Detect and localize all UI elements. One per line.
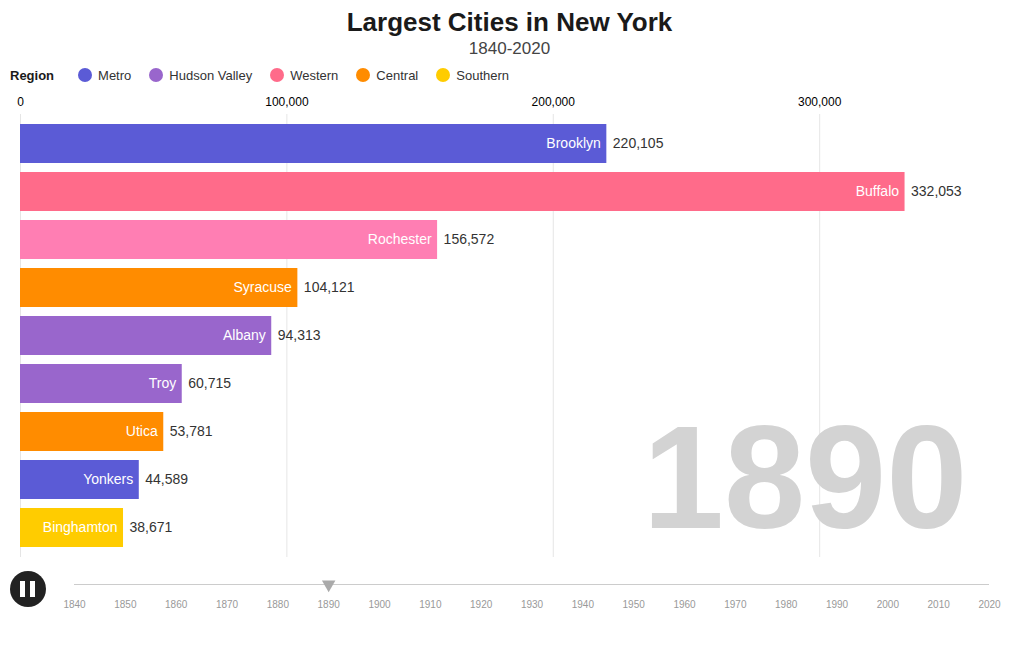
svg-text:1930: 1930 [521,599,544,610]
html-text:Metro: Metro [98,67,132,83]
svg-text:2010: 2010 [928,599,951,610]
svg-text:1980: 1980 [775,599,798,610]
svg-text:2000: 2000 [877,599,900,610]
svg-text:220,105: 220,105 [613,135,664,151]
svg-text:0: 0 [17,95,24,109]
svg-text:Brooklyn: Brooklyn [546,135,600,151]
svg-text:94,313: 94,313 [278,327,321,343]
svg-text:53,781: 53,781 [170,423,213,439]
svg-text:Syracuse: Syracuse [234,279,293,295]
html-text:Central: Central [376,67,419,83]
svg-text:1890: 1890 [318,599,341,610]
svg-text:1970: 1970 [724,599,747,610]
html-text:Western: Western [290,67,339,83]
svg-text:Buffalo: Buffalo [856,183,900,199]
svg-text:1850: 1850 [114,599,137,610]
svg-text:1940: 1940 [572,599,595,610]
html-text:Southern: Southern [456,67,509,83]
svg-text:200,000: 200,000 [532,95,576,109]
svg-text:Utica: Utica [126,423,158,439]
svg-text:1860: 1860 [165,599,188,610]
svg-text:1840: 1840 [63,599,86,610]
svg-text:1990: 1990 [826,599,849,610]
svg-text:300,000: 300,000 [798,95,842,109]
svg-text:156,572: 156,572 [444,231,495,247]
svg-text:2020: 2020 [978,599,1001,610]
svg-text:332,053: 332,053 [911,183,962,199]
svg-text:1910: 1910 [419,599,442,610]
svg-text:1960: 1960 [673,599,696,610]
svg-text:104,121: 104,121 [304,279,355,295]
svg-text:1900: 1900 [368,599,391,610]
svg-text:Albany: Albany [223,327,266,343]
svg-text:60,715: 60,715 [188,375,231,391]
svg-text:1880: 1880 [267,599,290,610]
svg-text:44,589: 44,589 [145,471,188,487]
html-text:Largest Cities in New York: Largest Cities in New York [346,7,673,37]
svg-text:1950: 1950 [623,599,646,610]
svg-text:Binghamton: Binghamton [43,519,118,535]
svg-text:Yonkers: Yonkers [83,471,133,487]
svg-text:Troy: Troy [149,375,176,391]
svg-text:100,000: 100,000 [265,95,309,109]
html-text:Hudson Valley: Hudson Valley [169,67,253,83]
svg-text:Rochester: Rochester [368,231,432,247]
html-text:Region: Region [10,67,55,83]
svg-text:1870: 1870 [216,599,239,610]
svg-text:1890: 1890 [643,396,968,559]
svg-text:38,671: 38,671 [130,519,173,535]
svg-text:1920: 1920 [470,599,493,610]
html-text:1840-2020: 1840-2020 [468,39,551,58]
